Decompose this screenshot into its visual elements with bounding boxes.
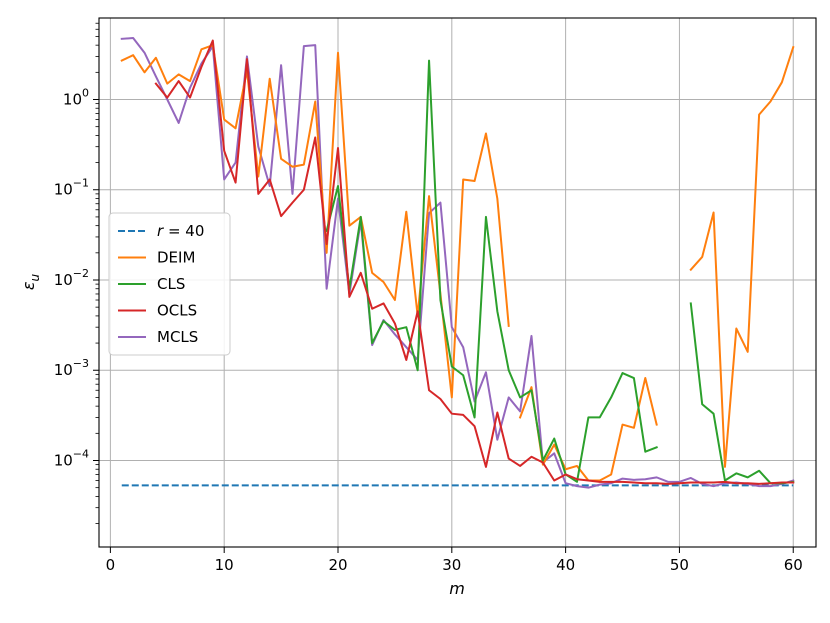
- series-layer: [120, 37, 795, 489]
- series-line-ocls: [154, 39, 795, 485]
- series-line-mcls: [120, 37, 795, 489]
- legend-box: [108, 212, 231, 356]
- x-tick-label: 30: [442, 556, 461, 574]
- legend-label: CLS: [157, 275, 185, 293]
- y-tick-label: 10−4: [54, 447, 89, 469]
- y-tick-label: 10−1: [54, 177, 89, 199]
- y-tick-label: 100: [63, 87, 89, 109]
- y-axis: 10−4 10−3 10−2 10−1 100: [54, 22, 99, 524]
- plot-frame: [98, 17, 817, 548]
- x-tick-label: 20: [328, 556, 347, 574]
- legend-label: MCLS: [157, 328, 198, 346]
- x-axis-label: m: [449, 579, 465, 598]
- y-tick-label: 10−3: [54, 357, 89, 379]
- legend-label: OCLS: [157, 302, 197, 320]
- x-tick-label: 10: [215, 556, 234, 574]
- x-tick-label: 50: [670, 556, 689, 574]
- x-tick-label: 0: [106, 556, 116, 574]
- y-tick-label: 10−2: [54, 267, 89, 289]
- y-axis-label: εu: [19, 273, 42, 290]
- legend-label: r = 40: [157, 222, 204, 240]
- x-axis: 0 10 20 30 40 50 60: [106, 547, 803, 574]
- x-tick-label: 40: [556, 556, 575, 574]
- x-tick-label: 60: [784, 556, 803, 574]
- legend: r = 40 DEIM CLS OCLS MCLS: [108, 212, 231, 356]
- legend-label: DEIM: [157, 249, 195, 267]
